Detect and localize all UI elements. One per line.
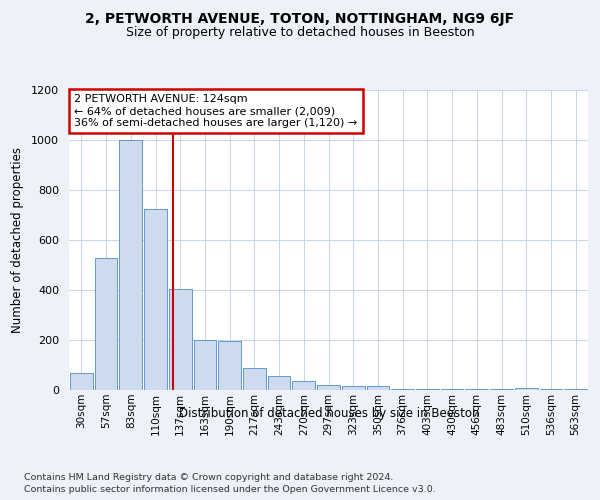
Bar [317,385,340,390]
Bar [169,289,191,390]
Text: Size of property relative to detached houses in Beeston: Size of property relative to detached ho… [125,26,475,39]
Bar [441,389,463,390]
Bar [243,368,266,390]
Bar [119,140,142,390]
Text: Contains HM Land Registry data © Crown copyright and database right 2024.: Contains HM Land Registry data © Crown c… [24,472,394,482]
Bar [70,372,93,390]
Bar [515,388,538,390]
Bar [144,209,167,390]
Bar [466,389,488,390]
Bar [292,381,315,390]
Bar [367,386,389,390]
Y-axis label: Number of detached properties: Number of detached properties [11,147,24,333]
Text: 2 PETWORTH AVENUE: 124sqm
← 64% of detached houses are smaller (2,009)
36% of se: 2 PETWORTH AVENUE: 124sqm ← 64% of detac… [74,94,358,128]
Bar [416,389,439,390]
Bar [564,389,587,390]
Bar [342,386,365,390]
Bar [391,389,414,390]
Text: Contains public sector information licensed under the Open Government Licence v3: Contains public sector information licen… [24,485,436,494]
Bar [268,376,290,390]
Bar [539,389,562,390]
Bar [490,389,513,390]
Bar [95,258,118,390]
Text: Distribution of detached houses by size in Beeston: Distribution of detached houses by size … [179,408,479,420]
Text: 2, PETWORTH AVENUE, TOTON, NOTTINGHAM, NG9 6JF: 2, PETWORTH AVENUE, TOTON, NOTTINGHAM, N… [85,12,515,26]
Bar [194,340,216,390]
Bar [218,341,241,390]
